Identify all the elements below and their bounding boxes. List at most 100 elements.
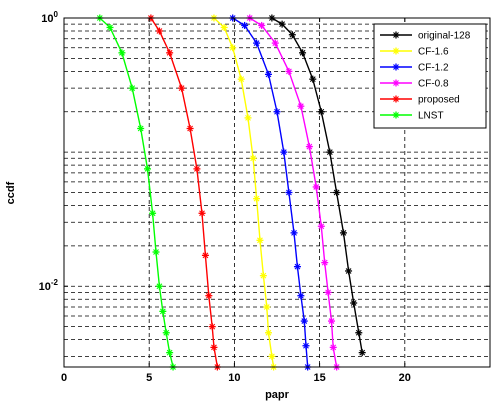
data-point-proposed [205,292,213,300]
marker-stroke [286,189,292,196]
data-point-cf-1-2 [273,108,281,116]
marker-stroke [306,143,313,150]
marker-stroke [289,31,296,38]
legend-marker [392,79,400,87]
data-point-lnst [106,23,114,31]
legend-entry-original-128: original-128 [380,31,471,42]
data-point-cf-1-6 [229,44,237,52]
data-point-cf-0-8 [305,143,313,151]
y-axis-label: ccdf [5,181,17,204]
data-point-original-128 [350,299,358,307]
data-point-cf-1-2 [293,263,301,271]
data-point-original-128 [339,229,347,237]
marker-stroke [268,353,275,360]
data-point-cf-1-2 [300,317,308,325]
marker-stroke [153,249,159,255]
data-point-cf-0-8 [321,259,329,267]
marker-stroke [166,49,173,56]
data-point-original-128 [317,108,325,116]
marker-stroke [393,64,399,70]
marker-stroke [250,155,257,162]
legend-label: LNST [418,111,444,122]
data-point-cf-1-6 [249,154,257,162]
data-point-cf-1-2 [302,342,310,350]
marker-stroke [221,24,228,31]
marker-stroke [163,329,170,336]
marker-stroke [144,165,151,172]
y-tick-label: 100 [41,10,58,25]
data-point-cf-0-8 [271,39,279,47]
data-point-proposed [198,209,206,217]
marker-stroke [318,223,325,230]
data-point-cf-1-6 [263,303,271,311]
x-tick-label: 5 [146,372,152,384]
marker-stroke [393,96,399,102]
data-point-proposed [178,84,186,92]
data-point-original-128 [278,20,286,28]
marker-stroke [297,103,304,110]
x-axis-label: papr [265,389,290,401]
marker-stroke [393,32,399,38]
marker-stroke [205,292,212,299]
series-cf-1-6 [210,14,278,371]
legend-marker [392,95,400,103]
series-cf-0-8 [246,14,341,371]
marker-stroke [297,292,304,299]
marker-stroke [393,80,399,86]
plot-frame [63,17,491,368]
marker-stroke [309,76,316,83]
legend-marker [392,63,400,71]
marker-stroke [241,22,248,29]
data-point-proposed [210,343,218,351]
data-point-cf-0-8 [312,183,320,191]
y-tick-label: 10-2 [39,278,59,293]
data-point-original-128 [333,189,341,196]
marker-stroke [328,318,335,324]
marker-stroke [291,229,297,236]
marker-stroke [265,71,272,78]
ticks: 0 5 10 15 20 100 10-2 [39,10,490,384]
data-point-original-128 [309,75,317,83]
legend-label: CF-1.6 [418,47,449,58]
marker-stroke [294,263,301,270]
marker-stroke [393,48,399,54]
data-point-cf-1-6 [244,114,252,122]
data-point-proposed [193,165,201,173]
marker-stroke [326,149,333,156]
marker-stroke [265,329,272,336]
marker-stroke [156,283,163,290]
marker-stroke [260,272,267,279]
data-point-lnst [152,248,160,256]
x-tick-label: 20 [399,372,411,384]
legend-marker [392,31,400,39]
marker-stroke [257,237,263,244]
marker-stroke [258,22,265,29]
data-point-original-128 [288,31,296,39]
legend-label: original-128 [418,31,471,42]
data-point-cf-0-8 [258,21,266,29]
marker-stroke [137,125,144,132]
marker-stroke [211,344,217,351]
marker-stroke [129,85,136,92]
marker-stroke [345,268,352,274]
data-point-cf-1-6 [264,329,272,337]
data-point-original-128 [299,49,307,57]
marker-stroke [156,28,163,34]
legend-marker [392,47,400,55]
data-point-lnst [118,49,126,57]
x-tick-label: 0 [61,372,67,384]
data-point-cf-0-8 [285,67,293,75]
marker-stroke [321,259,328,266]
legend-entry-cf-1-6: CF-1.6 [380,47,449,58]
marker-stroke [359,349,366,356]
marker-stroke [280,149,287,156]
marker-stroke [274,108,280,115]
marker-stroke [149,210,156,217]
marker-stroke [340,229,347,236]
legend-label: CF-1.2 [418,63,449,74]
data-point-cf-1-2 [280,148,288,156]
data-point-cf-0-8 [297,102,305,110]
data-point-cf-1-2 [241,21,249,29]
data-point-lnst [159,307,167,315]
marker-stroke [178,85,185,92]
